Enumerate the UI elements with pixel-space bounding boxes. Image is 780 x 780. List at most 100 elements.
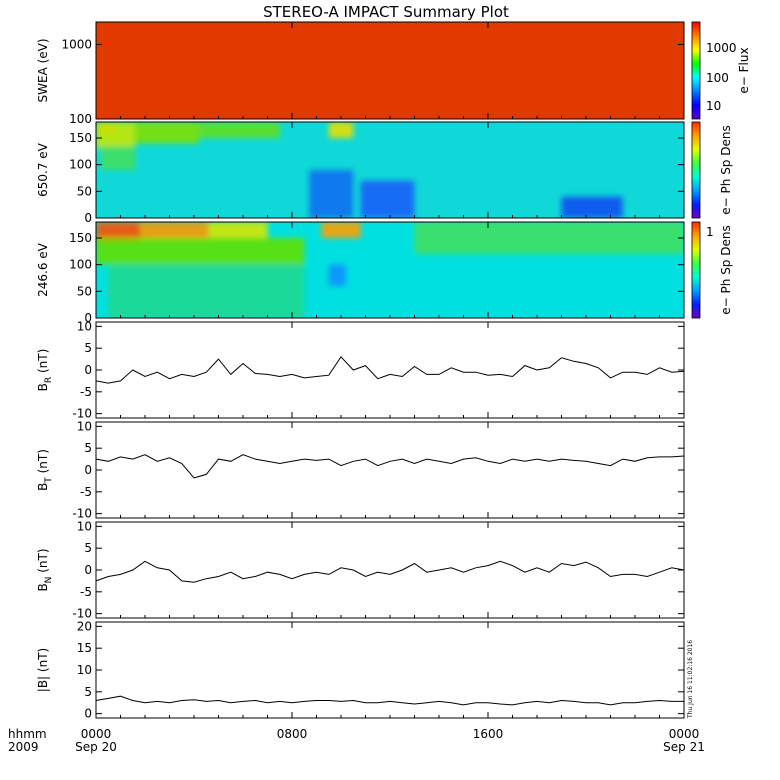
colorbar-tick-label: 1000 [706, 41, 737, 55]
y-tick-label: 10 [77, 419, 92, 433]
y-tick-label: 20 [77, 619, 92, 633]
y-axis-label: 246.6 eV [36, 242, 50, 297]
x-tick-label: 1600 [473, 727, 504, 741]
panel-frame [95, 521, 685, 619]
x-tick-label: 0800 [277, 727, 308, 741]
colorbar-ramp [691, 221, 701, 319]
heatmap-cell [96, 238, 305, 265]
series-line [95, 695, 684, 706]
y-tick-label: 1000 [61, 37, 92, 51]
heatmap-cell [108, 264, 305, 318]
y-axis-label-subscript: N [44, 577, 54, 584]
heatmap-cell [140, 222, 209, 238]
colorbars: 1000 100 10 e− Flux e− Ph Sp Dens 1 e− Ph Sp D… [691, 21, 751, 319]
y-tick-label: 5 [84, 341, 92, 355]
x-tick-label: 0000 [81, 727, 112, 741]
y-tick-label: 0 [84, 363, 92, 377]
y-tick-label: -10 [72, 607, 92, 621]
plot-title: STEREO-A IMPACT Summary Plot [263, 3, 509, 21]
time-axis-corner-bottom: 2009 [8, 740, 39, 754]
x-tick-label: 0000 [669, 727, 700, 741]
y-tick-label: 15 [77, 641, 92, 655]
panel-frame [95, 321, 685, 419]
y-axis-label-unit: (nT) [36, 349, 50, 377]
y-tick-label: 0 [84, 463, 92, 477]
y-axis-label-main: 650.7 eV [36, 142, 50, 197]
y-tick-label: 5 [84, 441, 92, 455]
y-tick-label: 0 [84, 311, 92, 325]
x-tick-date: Sep 21 [663, 740, 705, 754]
y-axis-label-subscript: T [44, 477, 54, 484]
y-axis-label-subscript: R [44, 377, 54, 383]
y-tick-label: 50 [77, 284, 92, 298]
series-line [95, 454, 685, 479]
heatmap-cell [414, 222, 684, 254]
series-line [95, 560, 685, 583]
colorbar-tick-label: 1 [706, 225, 714, 239]
heatmap-cell [135, 122, 199, 144]
colorbar-label: e− Flux [737, 47, 751, 93]
y-tick-label: 10 [77, 319, 92, 333]
y-axis-label: BN (nT) [36, 548, 54, 591]
y-axis-label-main: B [36, 483, 50, 491]
timestamp: Thu Jun 16 11:02:16 2016 [687, 640, 694, 719]
y-tick-label: 100 [69, 112, 92, 126]
y-tick-label: -10 [72, 407, 92, 421]
heatmap-cell [100, 146, 136, 170]
y-axis-label: SWEA (eV) [36, 38, 50, 102]
y-axis-label: |B| (nT) [36, 648, 50, 692]
time-axis-corner-top: hhmm [8, 727, 47, 741]
panel-5: 10 5 0 -5 -10 BN (nT) [36, 519, 685, 621]
y-axis-label-main: SWEA (eV) [36, 38, 50, 102]
colorbar-tick-label: 100 [706, 71, 729, 85]
panel-6: 20 15 10 5 0 |B| (nT) [36, 619, 685, 721]
heatmap-cell [360, 180, 415, 218]
y-axis-label-main: B [36, 583, 50, 591]
y-tick-label: 5 [84, 685, 92, 699]
heatmap-cell [96, 122, 136, 149]
y-tick-label: 150 [69, 231, 92, 245]
series-line [95, 356, 685, 384]
y-axis-label-main: |B| (nT) [36, 648, 50, 692]
y-axis-label: 650.7 eV [36, 142, 50, 197]
heatmap-cell [309, 170, 354, 218]
y-tick-label: -5 [80, 385, 92, 399]
y-tick-label: -10 [72, 507, 92, 521]
colorbar-2: 1 e− Ph Sp Dens [691, 221, 733, 319]
y-tick-label: 50 [77, 184, 92, 198]
y-tick-label: 100 [69, 258, 92, 272]
colorbar-tick-label: 10 [706, 99, 721, 113]
colorbar-0: 1000 100 10 e− Flux [691, 21, 751, 120]
y-axis-label-unit: (nT) [36, 449, 50, 477]
y-tick-label: 150 [69, 131, 92, 145]
panel-frame [95, 421, 685, 519]
panel-1: 0 50 100 150 650.7 eV [36, 121, 685, 225]
y-tick-label: 0 [84, 563, 92, 577]
panel-4: 10 5 0 -5 -10 BT (nT) [36, 419, 685, 521]
heatmap-band [96, 22, 684, 119]
colorbar-ramp [691, 121, 701, 219]
y-tick-label: 10 [77, 663, 92, 677]
heatmap-cell [328, 122, 354, 138]
heatmap-cell [561, 196, 623, 218]
colorbar-label: e− Ph Sp Dens [719, 125, 733, 214]
colorbar-label: e− Ph Sp Dens [719, 225, 733, 314]
panel-frame [95, 621, 685, 719]
y-axis-label: BR (nT) [36, 349, 54, 392]
panel-2: 0 50 100 150 246.6 eV [36, 221, 685, 325]
y-tick-label: 10 [77, 519, 92, 533]
y-tick-label: 0 [84, 211, 92, 225]
y-axis-label-main: B [36, 383, 50, 391]
panel-3: 10 5 0 -5 -10 BR (nT) [36, 319, 685, 421]
y-tick-label: 0 [84, 707, 92, 721]
colorbar-ramp [691, 21, 701, 120]
x-tick-date: Sep 20 [75, 740, 117, 754]
colorbar-1: e− Ph Sp Dens [691, 121, 733, 219]
y-axis-label: BT (nT) [36, 449, 54, 491]
heatmap-cell [328, 264, 346, 286]
heatmap-cell [198, 122, 280, 138]
y-axis-label-main: 246.6 eV [36, 242, 50, 297]
